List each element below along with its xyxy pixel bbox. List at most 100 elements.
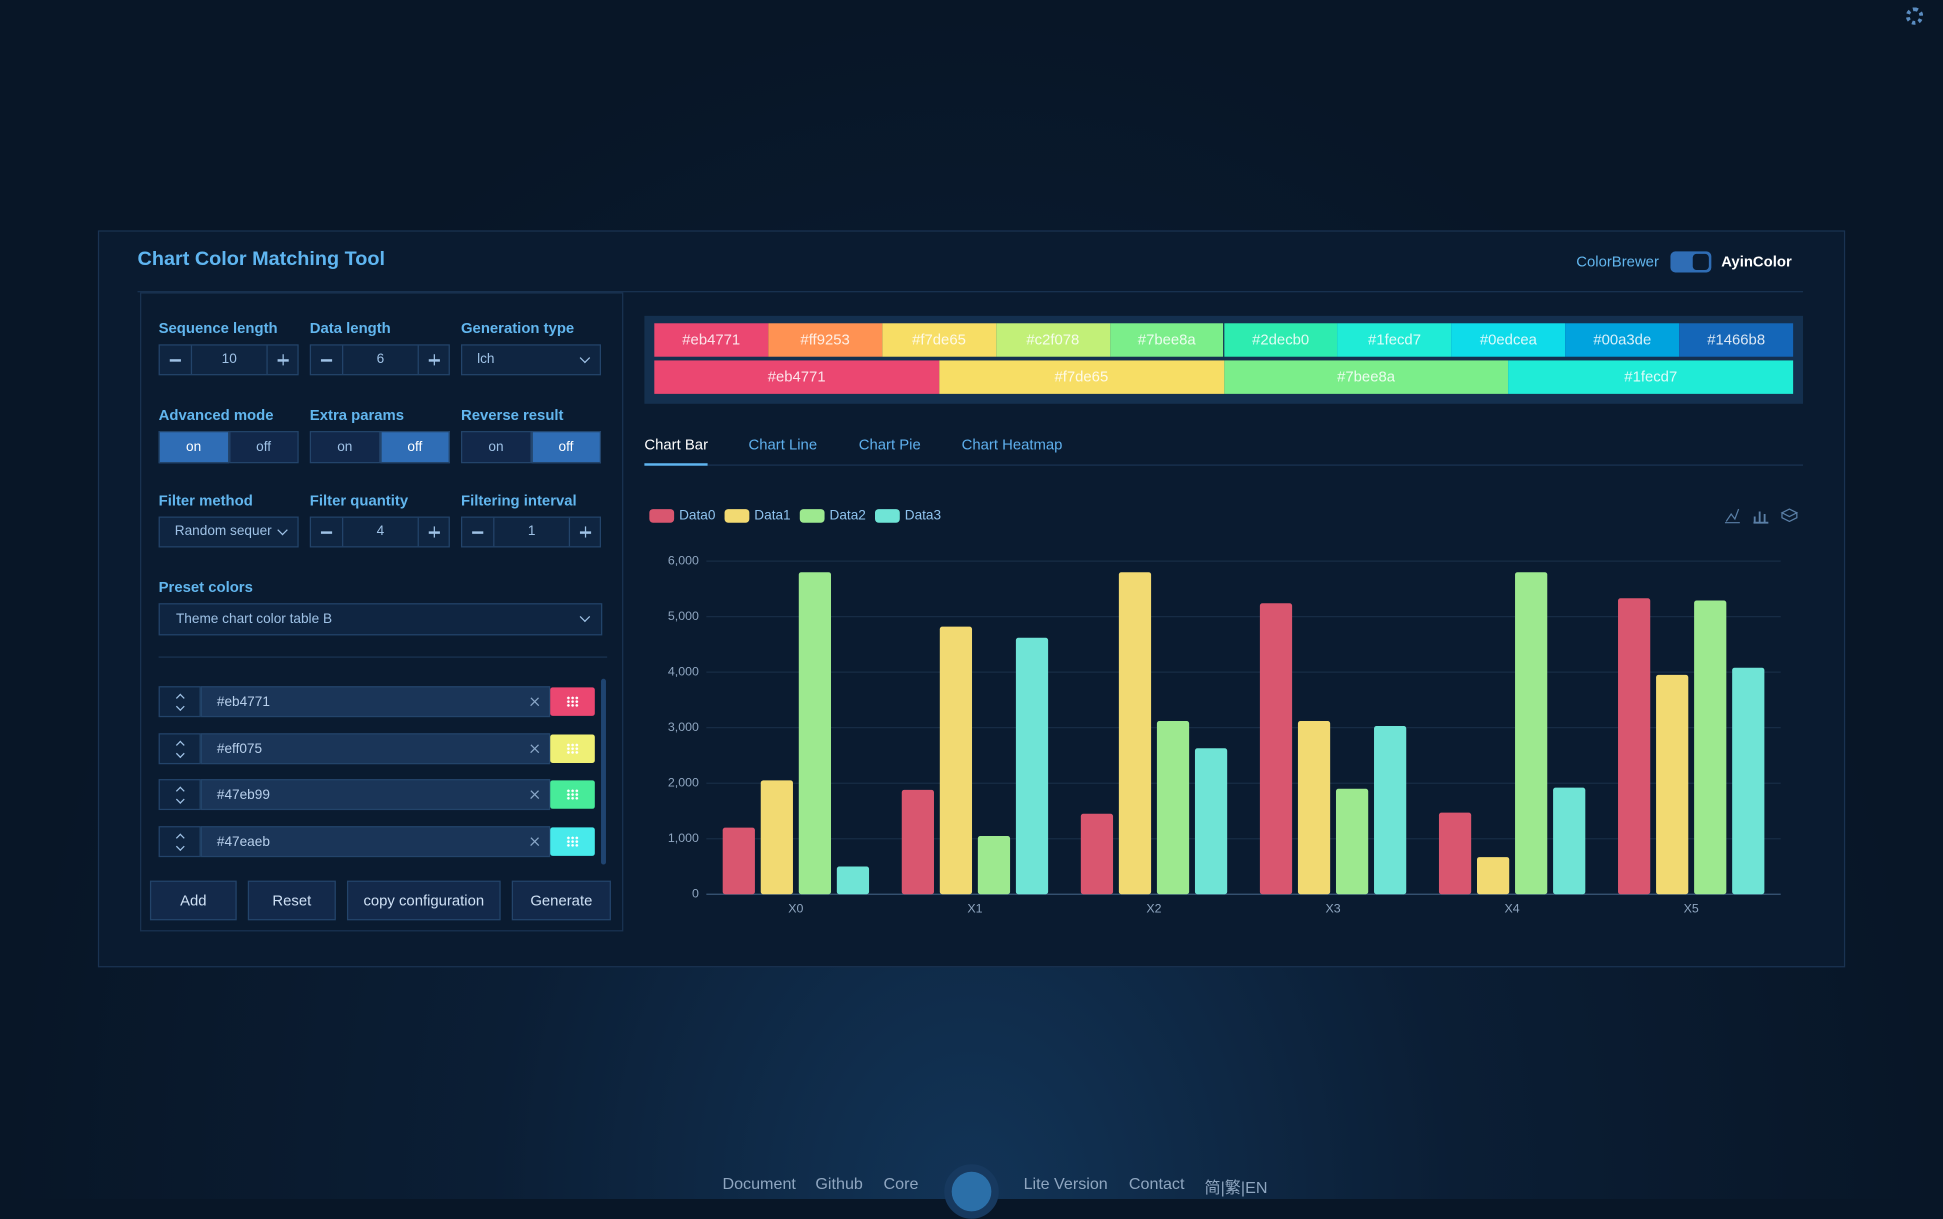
increment-button[interactable]	[417, 517, 450, 547]
minus-icon	[169, 359, 181, 362]
palette-swatch[interactable]: #1466b8	[1679, 323, 1794, 357]
plus-icon	[428, 355, 440, 365]
color-value: #eb4771	[216, 694, 270, 710]
action-button[interactable]: Reset	[247, 880, 336, 921]
order-spinner[interactable]	[158, 779, 201, 811]
switch-option[interactable]: off	[379, 431, 450, 464]
palette-swatch[interactable]: #7bee8a	[1109, 323, 1224, 357]
switch-option[interactable]: on	[158, 431, 229, 464]
stepper: 1	[460, 516, 602, 548]
decrement-button[interactable]	[311, 517, 344, 547]
color-input[interactable]: #47eb99	[200, 779, 551, 811]
palette-swatch[interactable]: #eb4771	[654, 323, 769, 357]
preset-select[interactable]: Theme chart color table B	[158, 603, 603, 636]
increment-button[interactable]	[568, 517, 601, 547]
decrement-button[interactable]	[462, 517, 495, 547]
switch-option[interactable]: off	[228, 431, 299, 464]
palette-swatch[interactable]: #1fecd7	[1337, 323, 1452, 357]
palette-swatch[interactable]: #c2f078	[995, 323, 1110, 357]
down-chevron	[175, 795, 185, 804]
minus-icon	[320, 531, 333, 534]
palette-swatch[interactable]: #1fecd7	[1508, 360, 1794, 394]
grid-icon	[566, 835, 579, 847]
switch-option[interactable]: on	[460, 431, 531, 464]
up-chevron	[175, 832, 185, 842]
toggle-right-label: AyinColor	[1721, 252, 1792, 271]
color-picker[interactable]	[550, 826, 595, 856]
switch-option[interactable]: off	[530, 431, 602, 464]
mode-toggle[interactable]	[1670, 251, 1712, 273]
active-tab-underline	[644, 463, 708, 466]
action-button[interactable]: Generate	[511, 880, 611, 921]
palette-swatch[interactable]: #0edcea	[1451, 323, 1566, 357]
footer-link[interactable]: Contact	[1128, 1174, 1185, 1193]
chart-tab[interactable]: Chart Heatmap	[961, 435, 1063, 454]
select-value: lch	[477, 351, 495, 367]
footer-link[interactable]: Core	[883, 1174, 919, 1193]
action-button[interactable]: copy configuration	[346, 880, 501, 921]
divider	[158, 656, 608, 658]
control-label: Extra params	[309, 406, 405, 424]
toggle-left-label: ColorBrewer	[1576, 252, 1659, 271]
color-picker[interactable]	[550, 733, 595, 763]
control-label: Filter quantity	[309, 491, 409, 510]
stepper: 10	[158, 344, 299, 376]
color-input[interactable]: #eb4771	[200, 686, 551, 718]
order-spinner[interactable]	[158, 825, 201, 857]
preset-value: Theme chart color table B	[175, 611, 333, 627]
footer-link[interactable]: 简|繁|EN	[1204, 1177, 1268, 1197]
decrement-button[interactable]	[160, 345, 193, 375]
chart-tab[interactable]: Chart Line	[748, 435, 818, 454]
grid-icon	[566, 742, 579, 754]
palette-swatch[interactable]: #7bee8a	[1223, 360, 1509, 394]
app-title: Chart Color Matching Tool	[137, 248, 386, 271]
chevron	[579, 352, 591, 364]
color-row: #47eaeb	[158, 825, 595, 857]
select-box[interactable]: Random sequer	[158, 516, 299, 548]
chevron	[277, 524, 288, 536]
scroll-top-button[interactable]	[944, 1164, 999, 1219]
plus-icon	[428, 527, 440, 537]
stepper-value: 6	[376, 351, 385, 367]
color-picker[interactable]	[550, 687, 595, 716]
plus-icon	[277, 355, 289, 365]
footer-link[interactable]: Lite Version	[1023, 1174, 1108, 1193]
footer-link[interactable]: Github	[815, 1174, 863, 1193]
chart-tab[interactable]: Chart Bar	[644, 435, 709, 454]
control-label: Sequence length	[158, 319, 278, 337]
preset-label: Preset colors	[158, 578, 253, 596]
order-spinner[interactable]	[158, 686, 201, 718]
chevron	[579, 611, 591, 623]
control-label: Filtering interval	[460, 491, 577, 510]
palette-swatch[interactable]: #f7de65	[939, 360, 1224, 394]
palette-swatch[interactable]: #ff9253	[768, 323, 883, 357]
footer-link[interactable]: Document	[722, 1174, 796, 1193]
palette-swatch[interactable]: #eb4771	[654, 360, 940, 394]
color-row: #eb4771	[158, 686, 595, 718]
control-label: Reverse result	[460, 406, 564, 424]
increment-button[interactable]	[417, 345, 450, 375]
color-picker[interactable]	[550, 780, 595, 809]
grid-icon	[566, 788, 579, 801]
action-button[interactable]: Add	[149, 880, 237, 921]
form-panel	[140, 292, 624, 932]
stepper-value: 4	[376, 523, 385, 539]
order-spinner[interactable]	[158, 732, 201, 764]
decrement-button[interactable]	[311, 345, 344, 375]
palette-swatch[interactable]: #00a3de	[1565, 323, 1680, 357]
select-box[interactable]: lch	[460, 344, 602, 376]
down-chevron	[175, 702, 185, 712]
color-input[interactable]: #eff075	[200, 732, 551, 764]
plus-icon	[579, 527, 592, 537]
palette-swatch[interactable]: #f7de65	[882, 323, 996, 357]
palette-swatch[interactable]: #2decb0	[1223, 323, 1338, 357]
chart-tab[interactable]: Chart Pie	[858, 435, 921, 454]
up-chevron	[175, 693, 185, 703]
switch-option[interactable]: on	[309, 431, 380, 464]
increment-button[interactable]	[266, 345, 298, 375]
divider	[137, 291, 1804, 293]
color-input[interactable]: #47eaeb	[200, 825, 551, 857]
down-chevron	[175, 841, 185, 851]
color-value: #eff075	[216, 741, 263, 757]
grid-icon	[566, 696, 579, 708]
